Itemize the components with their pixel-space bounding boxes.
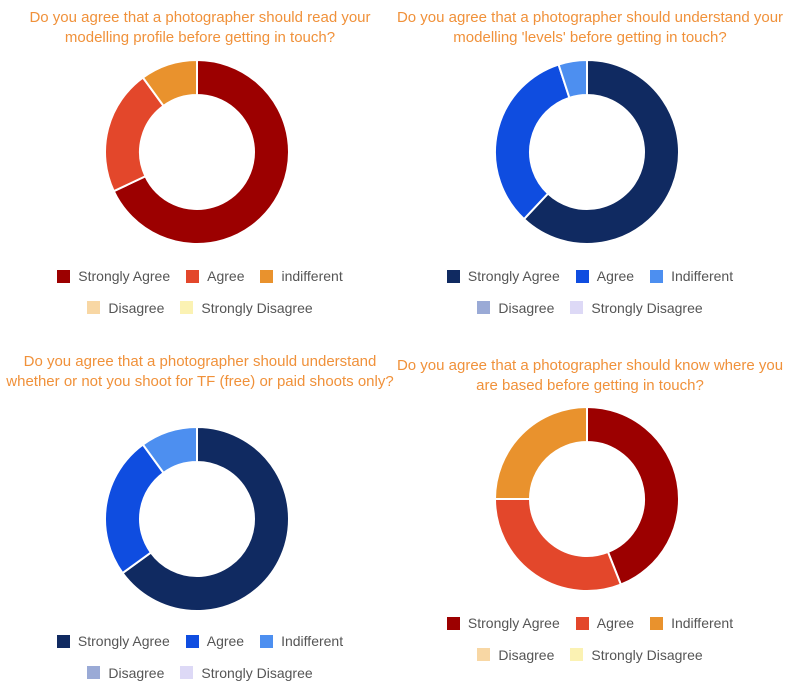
legend-swatch xyxy=(180,666,194,679)
chart-panel-levels: Do you agree that a photographer should … xyxy=(390,0,790,340)
donut-chart xyxy=(494,58,680,245)
legend-item-agree[interactable]: Agree xyxy=(186,261,244,291)
legend-item-strongly-disagree[interactable]: Strongly Disagree xyxy=(180,658,313,688)
legend-label: Disagree xyxy=(108,299,165,316)
legend-item-indifferent[interactable]: Indifferent xyxy=(650,608,733,638)
legend-item-strongly-disagree[interactable]: Strongly Disagree xyxy=(180,293,313,323)
legend-label: indifferent xyxy=(281,268,343,284)
legend-item-indifferent[interactable]: Indifferent xyxy=(650,261,733,291)
legend-item-agree[interactable]: Agree xyxy=(185,626,245,656)
slice-agree xyxy=(494,63,571,221)
slice-strongly-agree xyxy=(112,58,290,245)
legend-item-indifferent[interactable]: indifferent xyxy=(260,261,343,291)
legend-item-strongly-agree[interactable]: Strongly Agree xyxy=(446,608,560,638)
slice-agree xyxy=(104,443,165,575)
legend-swatch xyxy=(570,648,584,661)
legend-label: Strongly Agree xyxy=(467,268,560,284)
legend-label: Strongly Disagree xyxy=(591,299,703,316)
legend-label: Strongly Disagree xyxy=(201,664,313,681)
legend-item-agree[interactable]: Agree xyxy=(575,608,635,638)
donut-chart xyxy=(104,425,290,612)
legend-row: Disagree Strongly Disagree xyxy=(390,640,790,672)
legend-swatch xyxy=(650,269,664,283)
legend-item-agree[interactable]: Agree xyxy=(575,261,635,291)
chart-legend: Strongly Agree Agree Indifferent Disagree St… xyxy=(390,608,790,671)
legend-swatch xyxy=(260,269,274,283)
legend-swatch xyxy=(575,616,589,630)
legend-swatch xyxy=(570,301,584,314)
chart-legend: Strongly Agree Agree Indifferent Disagree St… xyxy=(390,261,790,324)
slice-indifferent xyxy=(141,58,198,108)
legend-label: Strongly Disagree xyxy=(591,646,703,663)
legend-swatch xyxy=(477,301,491,314)
legend-row: Disagree Strongly Disagree xyxy=(0,293,400,325)
legend-swatch xyxy=(185,634,199,648)
legend-row: Strongly Agree Agree indifferent xyxy=(0,261,400,293)
slice-indifferent xyxy=(141,425,198,475)
legend-label: Strongly Agree xyxy=(467,615,560,631)
legend-item-disagree[interactable]: Disagree xyxy=(477,293,554,323)
chart-title: Do you agree that a photographer should … xyxy=(6,353,394,390)
legend-swatch xyxy=(87,666,101,679)
legend-row: Disagree Strongly Disagree xyxy=(0,658,400,690)
legend-swatch xyxy=(57,269,71,283)
chart-title: Do you agree that a photographer should … xyxy=(396,357,784,394)
legend-label: Indifferent xyxy=(281,633,344,649)
legend-label: Disagree xyxy=(498,646,555,663)
legend-swatch xyxy=(186,269,200,283)
legend-label: Agree xyxy=(596,268,635,284)
legend-label: Indifferent xyxy=(671,615,734,631)
chart-panel-profile: Do you agree that a photographer should … xyxy=(0,0,400,340)
legend-swatch xyxy=(56,634,70,648)
legend-swatch xyxy=(575,269,589,283)
legend-item-disagree[interactable]: Disagree xyxy=(477,640,554,670)
legend-item-strongly-agree[interactable]: Strongly Agree xyxy=(446,261,560,291)
legend-item-strongly-disagree[interactable]: Strongly Disagree xyxy=(570,640,703,670)
legend-swatch xyxy=(87,301,101,314)
chart-panel-tf-paid: Do you agree that a photographer should … xyxy=(0,352,400,694)
legend-swatch xyxy=(446,269,460,283)
legend-label: Indifferent xyxy=(671,268,734,284)
legend-label: Disagree xyxy=(498,299,555,316)
legend-row: Strongly Agree Agree Indifferent xyxy=(390,608,790,640)
legend-item-disagree[interactable]: Disagree xyxy=(87,658,164,688)
chart-legend: Strongly Agree Agree indifferent Disagree St… xyxy=(0,261,400,324)
legend-label: Agree xyxy=(206,633,245,649)
legend-swatch xyxy=(650,616,664,630)
slice-strongly-agree xyxy=(586,405,680,586)
legend-row: Disagree Strongly Disagree xyxy=(390,293,790,325)
chart-title: Do you agree that a photographer should … xyxy=(396,9,784,46)
chart-panel-location: Do you agree that a photographer should … xyxy=(390,352,790,694)
legend-row: Strongly Agree Agree Indifferent xyxy=(390,261,790,293)
legend-label: Strongly Disagree xyxy=(201,299,313,316)
slice-strongly-agree xyxy=(522,58,680,245)
slice-indifferent xyxy=(493,405,588,500)
legend-label: Agree xyxy=(207,268,245,284)
legend-swatch xyxy=(260,634,274,648)
legend-label: Strongly Agree xyxy=(78,268,171,284)
slice-agree xyxy=(493,498,623,592)
legend-item-indifferent[interactable]: Indifferent xyxy=(260,626,343,656)
legend-label: Disagree xyxy=(108,664,165,681)
legend-item-strongly-agree[interactable]: Strongly Agree xyxy=(56,626,170,656)
legend-swatch xyxy=(180,301,194,314)
donut-chart xyxy=(493,405,680,592)
legend-item-disagree[interactable]: Disagree xyxy=(87,293,164,323)
legend-swatch xyxy=(477,648,491,661)
legend-row: Strongly Agree Agree Indifferent xyxy=(0,626,400,658)
legend-swatch xyxy=(446,616,460,630)
legend-label: Strongly Agree xyxy=(77,633,170,649)
slice-indifferent xyxy=(557,58,588,100)
chart-title: Do you agree that a photographer should … xyxy=(29,9,371,46)
legend-item-strongly-disagree[interactable]: Strongly Disagree xyxy=(570,293,703,323)
donut-chart xyxy=(104,58,290,245)
chart-legend: Strongly Agree Agree Indifferent Disagree St… xyxy=(0,626,400,689)
legend-item-strongly-agree[interactable]: Strongly Agree xyxy=(57,261,170,291)
legend-label: Agree xyxy=(596,615,635,631)
slice-strongly-agree xyxy=(121,425,290,612)
